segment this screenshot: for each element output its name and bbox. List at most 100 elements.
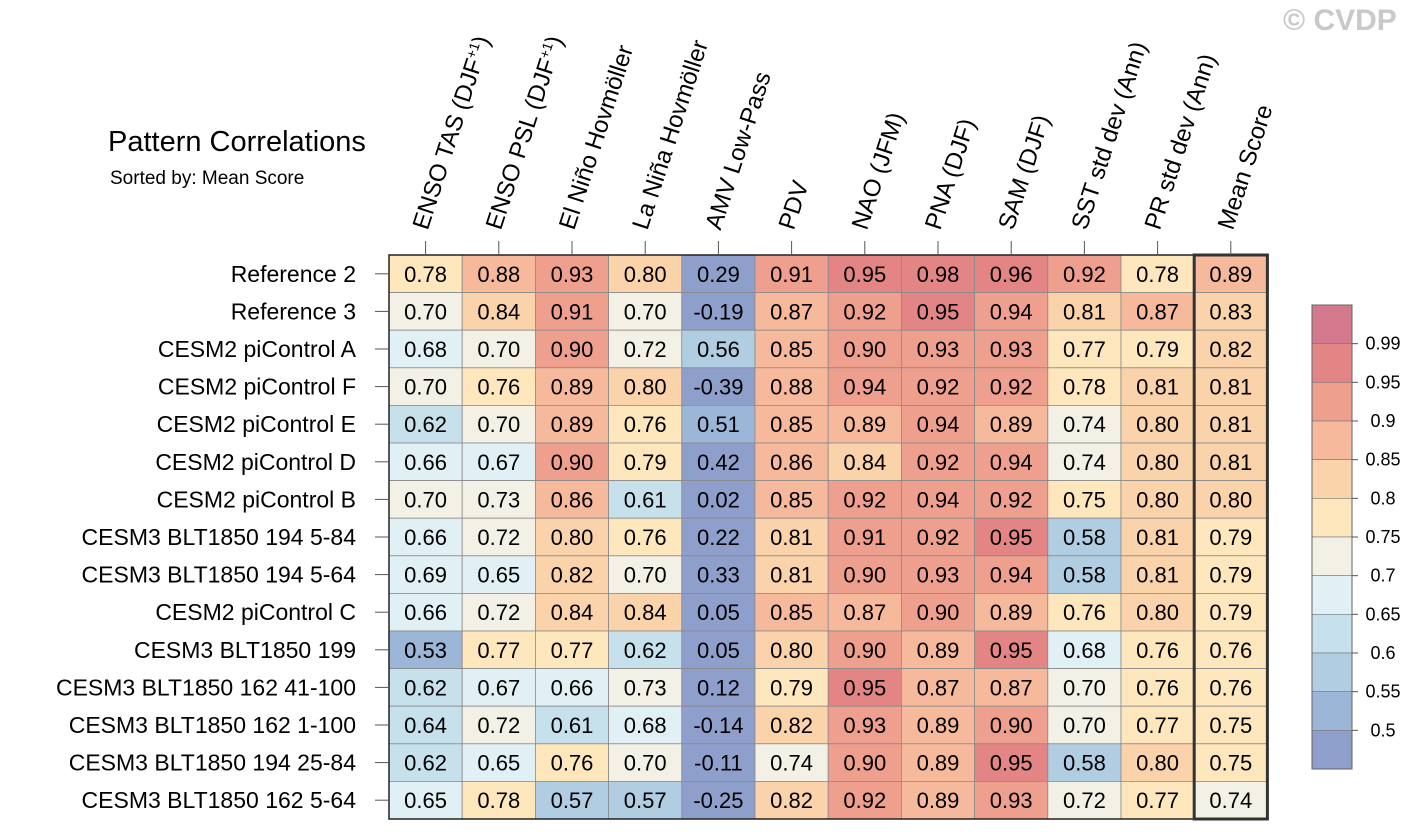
cell-value: 0.70 bbox=[477, 412, 520, 437]
heatmap-cell bbox=[535, 743, 610, 782]
cell-value: 0.93 bbox=[843, 713, 886, 738]
heatmap-cell bbox=[461, 705, 536, 745]
row-label: CESM2 piControl D bbox=[155, 449, 356, 475]
cell-value: 0.77 bbox=[1136, 713, 1179, 738]
cell-value: 0.72 bbox=[477, 713, 520, 738]
cell-value: -0.11 bbox=[694, 751, 743, 776]
cell-value: 0.82 bbox=[1209, 337, 1252, 362]
heatmap-cell bbox=[535, 668, 610, 707]
row-label: CESM3 BLT1850 194 5-64 bbox=[82, 562, 357, 588]
column-label: AMV Low-Pass bbox=[700, 68, 776, 232]
column-label: ENSO TAS (DJF+1) bbox=[408, 33, 496, 233]
heatmap-cell bbox=[1193, 630, 1268, 669]
column-label: SST std dev (Ann) bbox=[1066, 38, 1152, 232]
cell-value: 0.79 bbox=[624, 450, 667, 475]
cell-value: 0.77 bbox=[551, 638, 594, 663]
heatmap-cell bbox=[1120, 254, 1195, 293]
heatmap-cell bbox=[827, 668, 902, 707]
cell-value: 0.73 bbox=[477, 487, 520, 512]
column-label: PDV bbox=[774, 178, 815, 233]
heatmap-cell bbox=[608, 743, 683, 782]
heatmap-cell bbox=[1193, 254, 1268, 293]
heatmap-cell bbox=[901, 555, 976, 594]
cell-value: 0.78 bbox=[477, 788, 520, 813]
heatmap-cell bbox=[901, 442, 976, 481]
heatmap-cell bbox=[461, 743, 536, 782]
cell-value: 0.81 bbox=[1063, 299, 1106, 324]
cell-value: 0.89 bbox=[843, 412, 886, 437]
cell-value: 0.57 bbox=[624, 788, 667, 813]
cell-value: 0.78 bbox=[404, 262, 447, 287]
cell-value: 0.70 bbox=[624, 299, 667, 324]
cell-value: 0.76 bbox=[1136, 675, 1179, 700]
cell-value: 0.94 bbox=[990, 563, 1033, 588]
cell-value: 0.88 bbox=[477, 262, 520, 287]
cell-value: 0.58 bbox=[1063, 525, 1106, 550]
cell-value: 0.94 bbox=[990, 299, 1033, 324]
heatmap-cell bbox=[827, 630, 902, 669]
cell-value: 0.89 bbox=[551, 412, 594, 437]
heatmap-cell bbox=[754, 329, 829, 369]
cell-value: 0.84 bbox=[551, 600, 594, 625]
cell-value: 0.74 bbox=[1063, 412, 1106, 437]
cell-value: 0.80 bbox=[551, 525, 594, 550]
cell-value: 0.93 bbox=[990, 788, 1033, 813]
column-label: El Niño Hovmöller bbox=[554, 42, 639, 233]
cell-value: 0.90 bbox=[990, 713, 1033, 738]
cell-value: 0.92 bbox=[917, 525, 960, 550]
cell-value: 0.85 bbox=[770, 337, 813, 362]
cell-value: 0.91 bbox=[551, 299, 594, 324]
cell-value: 0.93 bbox=[551, 262, 594, 287]
heatmap-cell bbox=[681, 781, 756, 820]
cell-value: 0.92 bbox=[990, 375, 1033, 400]
cell-value: 0.98 bbox=[917, 262, 960, 287]
cell-value: 0.90 bbox=[843, 337, 886, 362]
cell-value: 0.56 bbox=[697, 337, 740, 362]
row-label: CESM2 piControl F bbox=[158, 374, 356, 400]
heatmap-cell bbox=[681, 705, 756, 745]
row-label: Reference 3 bbox=[231, 298, 356, 324]
cell-value: 0.86 bbox=[551, 487, 594, 512]
cell-value: 0.83 bbox=[1209, 299, 1252, 324]
cell-value: 0.92 bbox=[1063, 262, 1106, 287]
row-label: Reference 2 bbox=[231, 261, 356, 287]
heatmap-cell bbox=[974, 480, 1049, 519]
heatmap-cell bbox=[974, 517, 1049, 557]
heatmap-cell bbox=[974, 668, 1049, 707]
cell-value: 0.53 bbox=[404, 638, 447, 663]
cell-value: 0.74 bbox=[770, 751, 813, 776]
cell-value: 0.90 bbox=[917, 600, 960, 625]
cell-value: 0.80 bbox=[770, 638, 813, 663]
cell-value: -0.19 bbox=[693, 299, 743, 324]
heatmap-cell bbox=[681, 480, 756, 519]
colorbar-tick-label: 0.65 bbox=[1365, 604, 1400, 624]
heatmap-cell bbox=[461, 254, 536, 293]
heatmap-cell bbox=[681, 442, 756, 481]
heatmap-cell bbox=[608, 781, 683, 820]
cell-value: 0.82 bbox=[770, 713, 813, 738]
heatmap-cell bbox=[754, 705, 829, 745]
cell-value: -0.39 bbox=[693, 375, 743, 400]
heatmap-cell bbox=[681, 404, 756, 444]
heatmap-cell bbox=[461, 367, 536, 406]
heatmap-cell bbox=[1120, 442, 1195, 481]
cell-value: 0.72 bbox=[477, 600, 520, 625]
cell-value: 0.79 bbox=[1209, 563, 1252, 588]
cell-value: 0.93 bbox=[917, 563, 960, 588]
heatmap-cell bbox=[1047, 781, 1122, 820]
cell-value: 0.80 bbox=[1209, 487, 1252, 512]
cell-value: 0.85 bbox=[770, 487, 813, 512]
cell-value: 0.95 bbox=[990, 525, 1033, 550]
heatmap-cell bbox=[974, 442, 1049, 481]
heatmap-cell bbox=[388, 705, 463, 745]
colorbar-segment bbox=[1311, 691, 1353, 731]
cell-value: 0.89 bbox=[551, 375, 594, 400]
cell-value: 0.81 bbox=[770, 525, 813, 550]
cell-value: 0.90 bbox=[843, 751, 886, 776]
cell-value: 0.96 bbox=[990, 262, 1033, 287]
heatmap-cell bbox=[461, 480, 536, 519]
row-label: CESM3 BLT1850 194 25-84 bbox=[69, 750, 356, 776]
heatmap-cell bbox=[461, 630, 536, 669]
heatmap-cell bbox=[827, 743, 902, 782]
cell-value: 0.78 bbox=[1063, 375, 1106, 400]
